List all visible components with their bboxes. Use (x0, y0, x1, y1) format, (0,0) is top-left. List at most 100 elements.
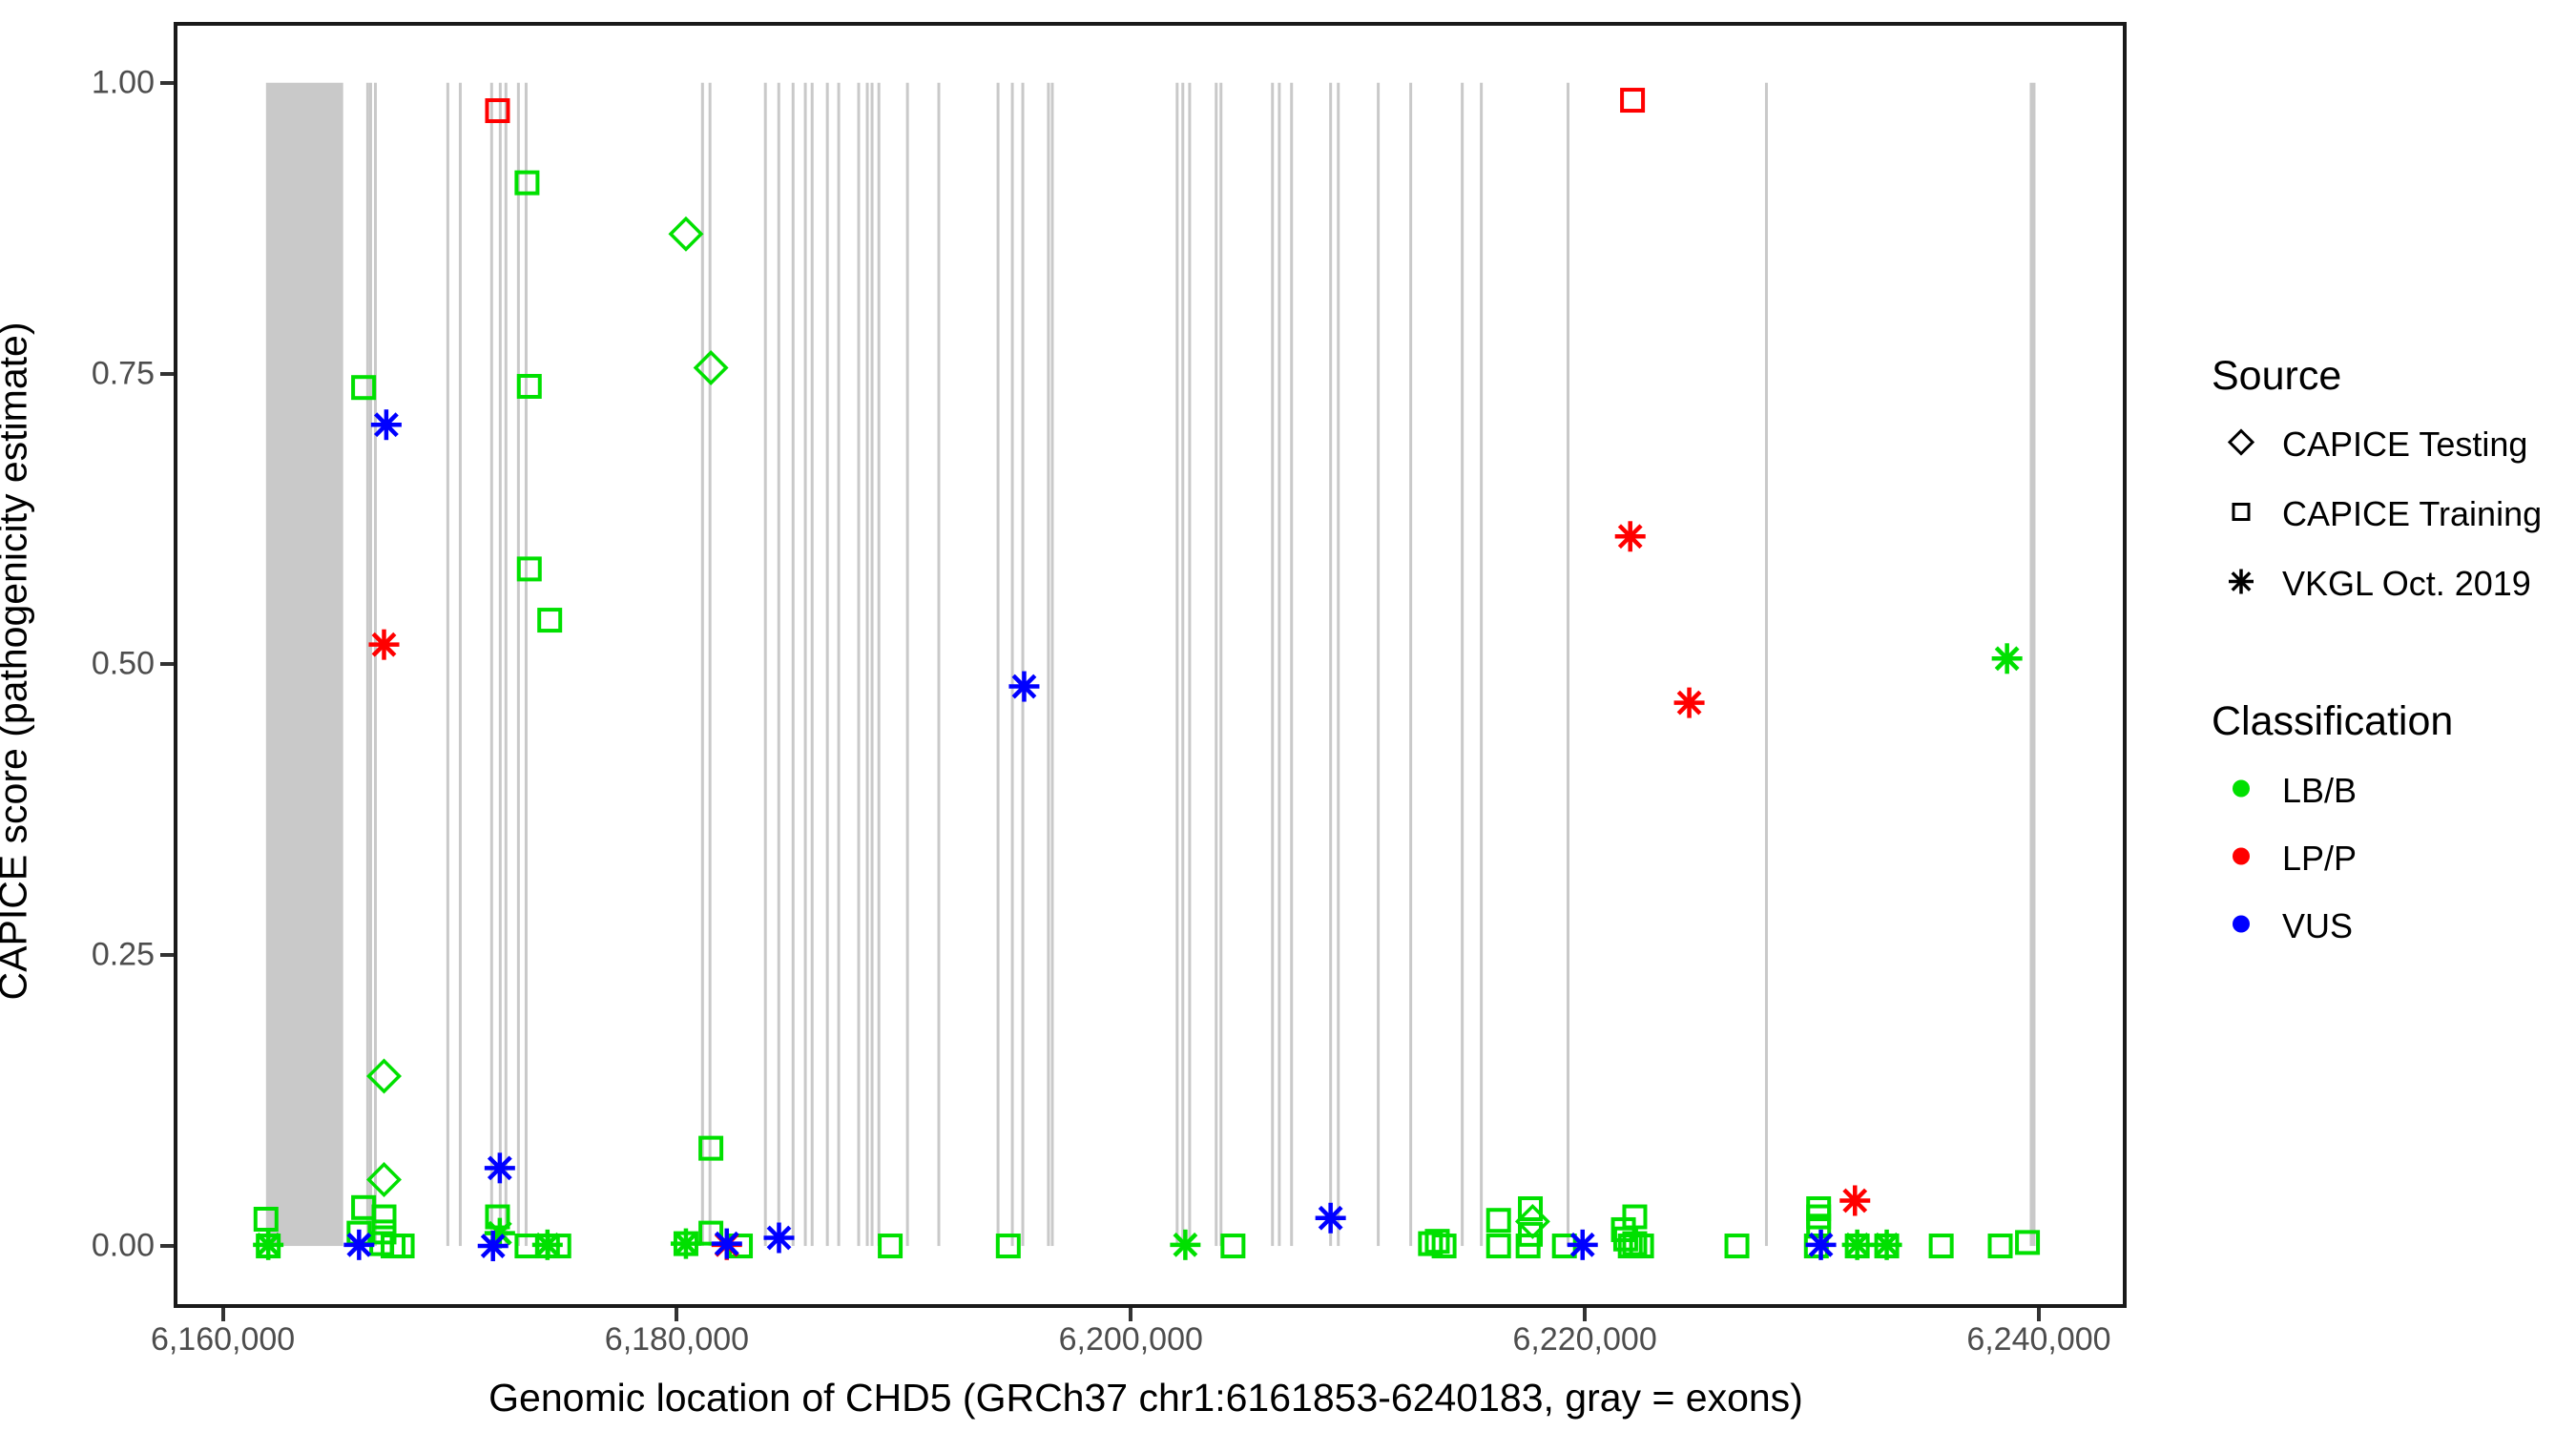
y-tick (160, 662, 174, 667)
exon-line (1337, 82, 1340, 1247)
exon-line (489, 82, 493, 1247)
marker-asterisk (484, 1152, 515, 1184)
square-legend-icon (2220, 491, 2262, 538)
y-tick (160, 80, 174, 85)
marker-square (516, 556, 542, 582)
marker-square (1724, 1234, 1750, 1259)
marker-square (878, 1234, 904, 1259)
y-tick (160, 953, 174, 958)
marker-asterisk (1567, 1229, 1598, 1260)
legend-source-item-label: CAPICE Training (2282, 494, 2543, 533)
exon-line (1021, 82, 1025, 1247)
marker-square (253, 1206, 279, 1232)
y-axis-title: CAPICE score (pathogenicity estimate) (0, 321, 35, 1001)
x-tick-label: 6,160,000 (150, 1321, 296, 1358)
marker-square (1928, 1234, 1954, 1259)
marker-square (1987, 1234, 2013, 1259)
x-tick (1583, 1308, 1588, 1321)
y-tick-label: 0.50 (91, 645, 155, 682)
marker-square (485, 1204, 510, 1230)
exon-line (498, 82, 502, 1247)
scatter-canvas (253, 82, 2041, 1262)
marker-square (1620, 88, 1646, 114)
marker-asterisk (1614, 521, 1646, 552)
exon-line (365, 82, 369, 1247)
marker-square (1485, 1208, 1511, 1234)
marker-diamond (1514, 1203, 1550, 1239)
legend-source-title: Source (2212, 353, 2342, 399)
exon-line (516, 82, 520, 1247)
x-tick-label: 6,180,000 (604, 1321, 750, 1358)
marker-asterisk (531, 1229, 563, 1260)
exon-line (1181, 82, 1185, 1247)
marker-square (371, 1204, 397, 1230)
marker-asterisk (1839, 1185, 1871, 1216)
marker-square (698, 1135, 724, 1161)
marker-square (1431, 1234, 1457, 1259)
exon-line (1480, 82, 1484, 1247)
exon-line (1050, 82, 1054, 1247)
exon-line (905, 82, 909, 1247)
marker-square (389, 1234, 415, 1259)
legend-classification-item-label: VUS (2282, 906, 2354, 945)
exon-line (763, 82, 767, 1247)
exon-line (857, 82, 861, 1247)
marker-square (1220, 1234, 1246, 1259)
exon-line (803, 82, 807, 1247)
exon-line (708, 82, 712, 1247)
exon-band (265, 82, 343, 1247)
asterisk-legend-icon (2220, 561, 2262, 608)
marker-asterisk (1841, 1229, 1873, 1260)
exon-line (1215, 82, 1218, 1247)
marker-square (1617, 1234, 1643, 1259)
legend-source-item-label: VKGL Oct. 2019 (2282, 564, 2531, 603)
exon-line (1409, 82, 1413, 1247)
marker-asterisk (368, 629, 400, 660)
marker-asterisk (711, 1228, 742, 1259)
exon-line (446, 82, 449, 1247)
exon-line (996, 82, 1000, 1247)
exon-line (791, 82, 795, 1247)
dot-legend-icon (2220, 768, 2262, 815)
marker-asterisk (1805, 1229, 1837, 1260)
exon-line (1329, 82, 1333, 1247)
marker-diamond (693, 349, 729, 385)
x-axis-title: Genomic location of CHD5 (GRCh37 chr1:61… (488, 1376, 1803, 1420)
diamond-legend-icon (2220, 422, 2262, 468)
x-tick-label: 6,240,000 (1966, 1321, 2111, 1358)
exon-line (368, 82, 372, 1247)
exon-line (1010, 82, 1014, 1247)
marker-asterisk (343, 1229, 375, 1260)
exon-line (837, 82, 841, 1247)
exon-line (1764, 82, 1768, 1247)
plot-area (174, 22, 2127, 1308)
exon-line (1047, 82, 1050, 1247)
exon-line (877, 82, 881, 1247)
marker-square (1485, 1234, 1511, 1259)
y-tick (160, 371, 174, 376)
exon-line (870, 82, 874, 1247)
marker-asterisk (1991, 643, 2023, 674)
legend-classification-item-label: LP/P (2282, 839, 2358, 878)
y-tick-label: 1.00 (91, 64, 155, 101)
exon-line (1271, 82, 1275, 1247)
marker-diamond (366, 1162, 402, 1198)
marker-asterisk (253, 1229, 284, 1260)
y-tick-label: 0.75 (91, 355, 155, 392)
exon-line (1188, 82, 1192, 1247)
exon-line (373, 82, 377, 1247)
marker-asterisk (1673, 687, 1705, 718)
legend-source-item-label: CAPICE Testing (2282, 425, 2528, 464)
marker-asterisk (1871, 1229, 1902, 1260)
marker-square (514, 170, 540, 196)
marker-asterisk (763, 1222, 795, 1254)
marker-square (516, 373, 542, 399)
marker-asterisk (1170, 1229, 1201, 1260)
x-tick-label: 6,220,000 (1512, 1321, 1657, 1358)
exon-line-wide (2029, 82, 2036, 1247)
marker-square (1418, 1231, 1444, 1256)
marker-square (698, 1220, 724, 1246)
exon-line (1377, 82, 1381, 1247)
exon-line (700, 82, 704, 1247)
